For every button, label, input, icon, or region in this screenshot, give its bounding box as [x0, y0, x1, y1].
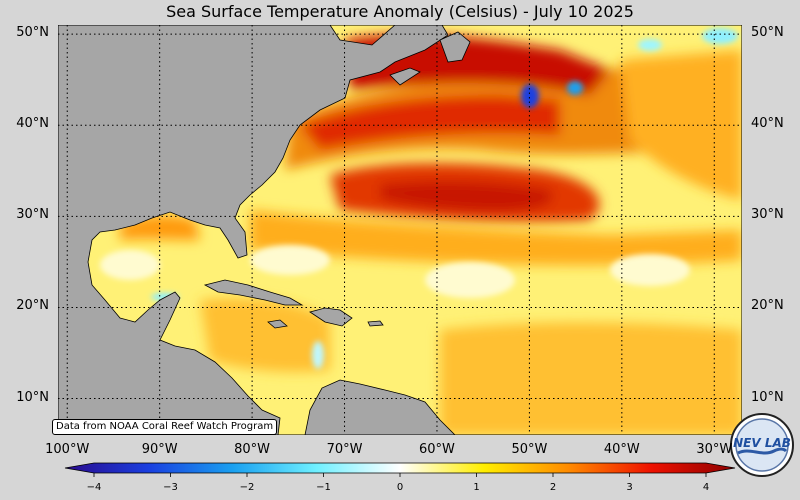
anomaly-white-patch-4 [610, 254, 690, 286]
land-nova-scotia [389, 67, 421, 86]
lat-label-right: 50°N [751, 25, 784, 41]
logo-inner-ring [735, 418, 789, 472]
colorbar-body [64, 462, 736, 474]
lon-label: 30°W [696, 442, 733, 457]
anomaly-hot-central-core [380, 180, 553, 212]
lat-label-left: 10°N [16, 389, 49, 405]
anomaly-cool-spot-n [638, 39, 662, 51]
anomaly-caribbean-warm [200, 298, 330, 372]
anomaly-cold-spot-2 [567, 81, 583, 95]
logo-text: NEV LAB [733, 436, 791, 450]
lat-label-left: 50°N [16, 25, 49, 41]
colorbar [64, 462, 736, 477]
anomaly-cool-spot-caribbean [312, 341, 324, 369]
lat-label-right: 40°N [751, 116, 784, 132]
land-south-america [304, 379, 456, 435]
colorbar-tick-label: −1 [316, 482, 331, 493]
credit-note: Data from NOAA Coral Reef Watch Program [52, 419, 278, 435]
nev-lab-logo: NEV LAB [730, 413, 794, 477]
lon-label: 90°W [141, 442, 178, 457]
land [58, 25, 471, 435]
lon-label: 40°W [603, 442, 640, 457]
anomaly-hot-core-north [300, 95, 560, 150]
lon-label: 70°W [326, 442, 363, 457]
colorbar-tick-label: −3 [163, 482, 178, 493]
anomaly-white-patch-2 [250, 245, 330, 275]
land-hispaniola [309, 307, 353, 327]
map-title: Sea Surface Temperature Anomaly (Celsius… [166, 2, 634, 21]
lat-label-left: 40°N [16, 116, 49, 132]
anomaly-warm-east [620, 50, 742, 200]
lat-label-left: 30°N [16, 207, 49, 223]
anomaly-white-patch-3 [100, 250, 160, 280]
map-panel [58, 25, 742, 435]
colorbar-tick-label: 4 [702, 482, 710, 493]
colorbar-tick-label: 3 [626, 482, 633, 493]
anomaly-southeast-warm [440, 322, 742, 435]
land-puerto-rico [367, 320, 384, 327]
colorbar-tick-label: 0 [396, 482, 404, 493]
lat-label-right: 30°N [751, 207, 784, 223]
lon-label: 100°W [45, 442, 90, 457]
anomaly-orange-mid [250, 210, 742, 266]
colorbar-tick-label: 2 [549, 482, 557, 493]
lon-label: 60°W [419, 442, 455, 457]
anomaly-cold-spot-1 [521, 84, 539, 108]
land-newfoundland [439, 31, 471, 63]
gridlines [58, 25, 742, 435]
anomaly-field [100, 28, 742, 435]
lat-label-right: 20°N [751, 298, 784, 314]
lon-label: 80°W [234, 442, 271, 457]
land-north-america [58, 25, 449, 435]
anomaly-cool-spot-ne [702, 28, 738, 44]
colorbar-tick-label: −2 [239, 482, 255, 493]
logo-wave [737, 447, 788, 455]
colorbar-tick-label: −4 [86, 482, 102, 493]
colorbar-ticks [93, 473, 707, 477]
colorbar-tick-label: 1 [473, 482, 480, 493]
lat-label-left: 20°N [16, 298, 49, 314]
lat-label-right: 10°N [751, 389, 784, 405]
anomaly-white-patch-1 [425, 262, 515, 298]
land-cuba [203, 279, 304, 306]
land-jamaica [267, 319, 288, 329]
lon-label: 50°W [511, 442, 548, 457]
